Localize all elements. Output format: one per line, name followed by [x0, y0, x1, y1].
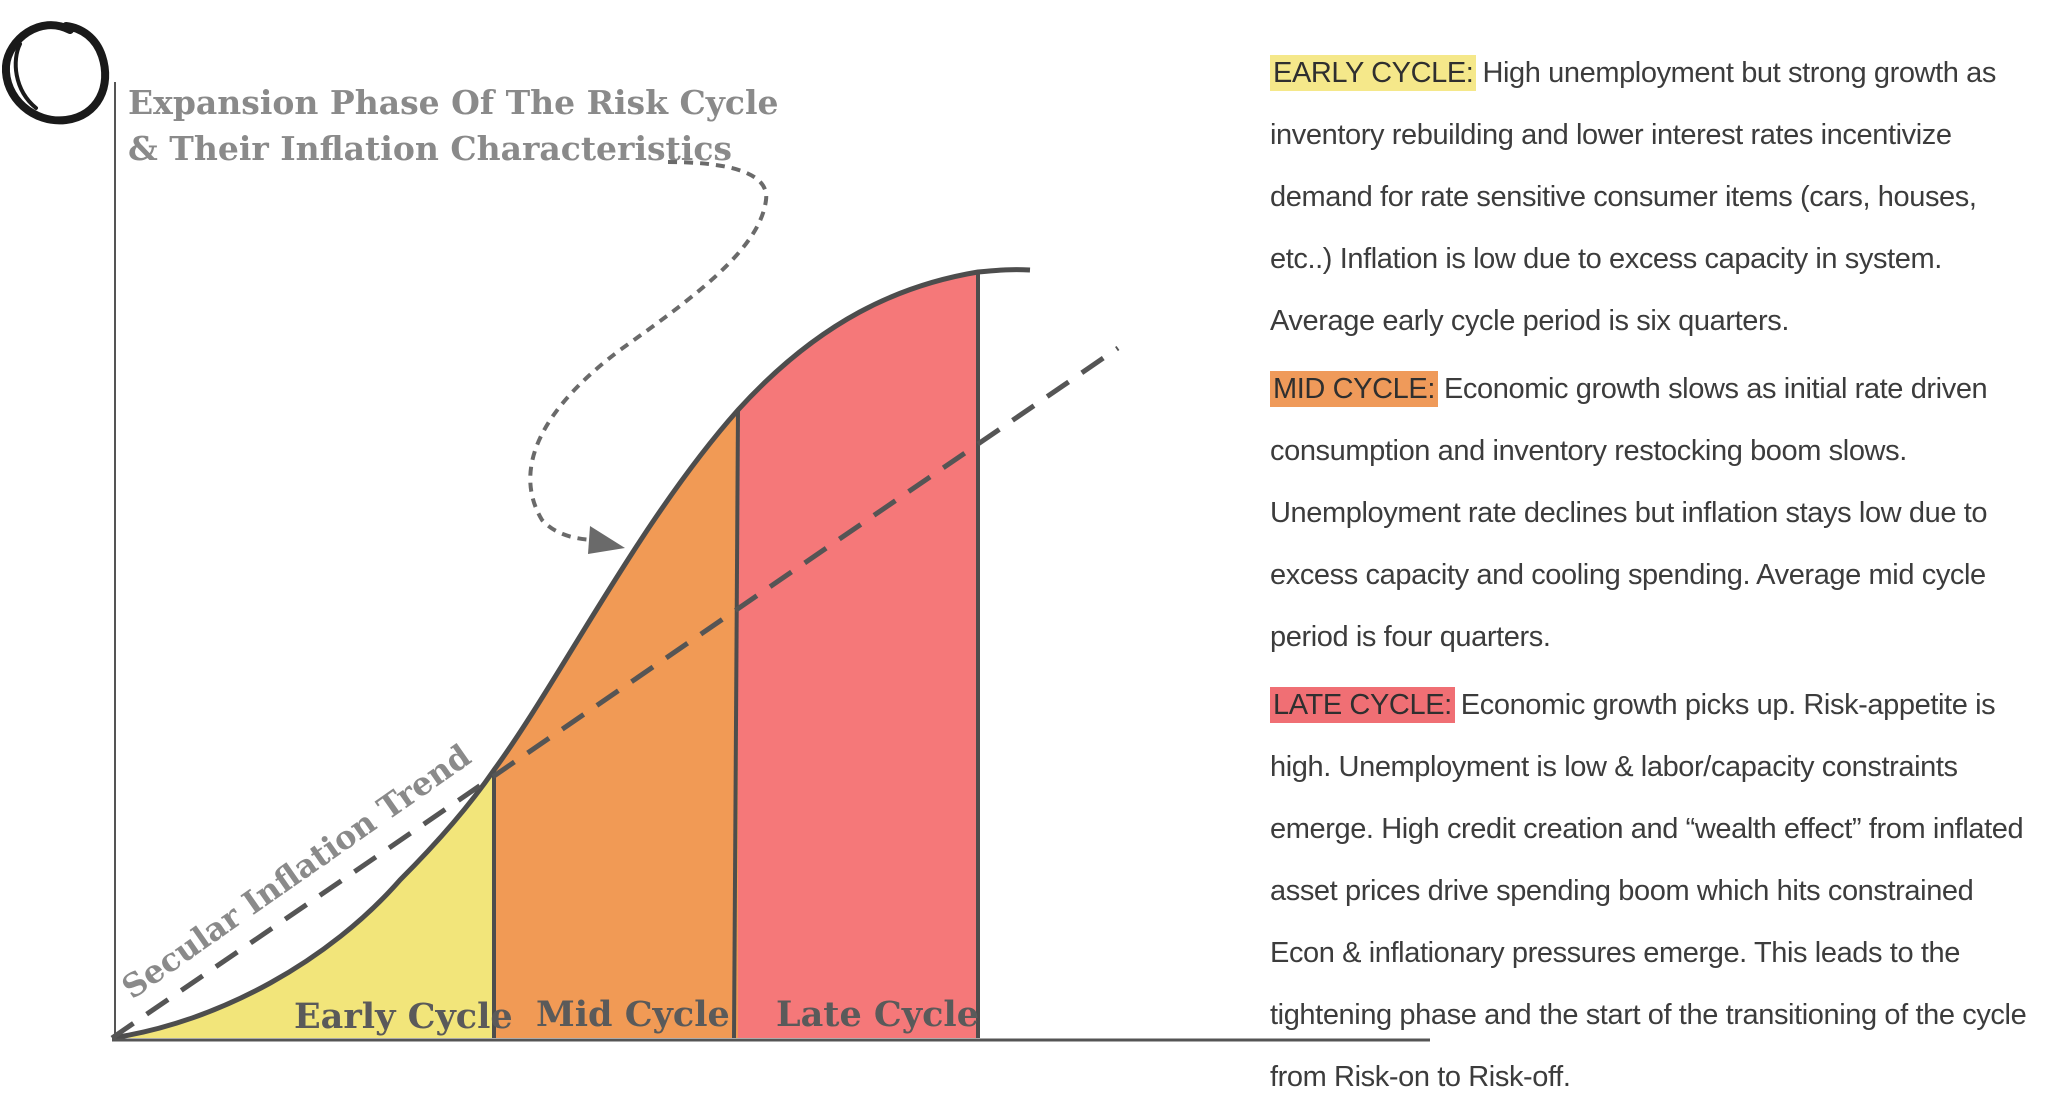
diagram-title-line-2: & Their Inflation Characteristics	[128, 129, 732, 168]
mid-cycle-heading: MID CYCLE:	[1270, 371, 1438, 407]
early-cycle-description: EARLY CYCLE: High unemployment but strong…	[1270, 42, 2040, 352]
mid-late-divider	[732, 409, 740, 1039]
secular-inflation-trend-line	[110, 345, 1120, 1041]
early-cycle-heading: EARLY CYCLE:	[1270, 55, 1477, 91]
late-cycle-description: LATE CYCLE: Economic growth picks up. Ris…	[1270, 674, 2040, 1108]
title-pointer-arrow	[528, 160, 769, 554]
late-cycle-heading: LATE CYCLE:	[1270, 687, 1455, 723]
late-cycle-region	[738, 272, 978, 1038]
late-cycle-body: Economic growth picks up. Risk-appetite …	[1270, 689, 2027, 1093]
early-cycle-region	[112, 770, 494, 1038]
diagram-title-line-1: Expansion Phase Of The Risk Cycle	[128, 83, 779, 122]
mid-cycle-region	[494, 410, 738, 1038]
late-cycle-label: Late Cycle	[776, 994, 979, 1035]
arrowhead-icon	[588, 526, 625, 554]
mid-cycle-body: Economic growth slows as initial rate dr…	[1270, 373, 1988, 653]
early-cycle-body: High unemployment but strong growth as i…	[1270, 57, 1996, 337]
mid-cycle-label: Mid Cycle	[536, 994, 730, 1035]
cycle-descriptions-panel: EARLY CYCLE: High unemployment but strong…	[1270, 42, 2040, 1114]
risk-cycle-curve	[111, 267, 1031, 1041]
mid-cycle-description: MID CYCLE: Economic growth slows as initi…	[1270, 358, 2040, 668]
expansion-phase-diagram: Expansion Phase Of The Risk Cycle & Thei…	[1, 21, 1430, 1042]
early-cycle-label: Early Cycle	[294, 996, 513, 1037]
enso-circle-logo	[1, 21, 110, 125]
